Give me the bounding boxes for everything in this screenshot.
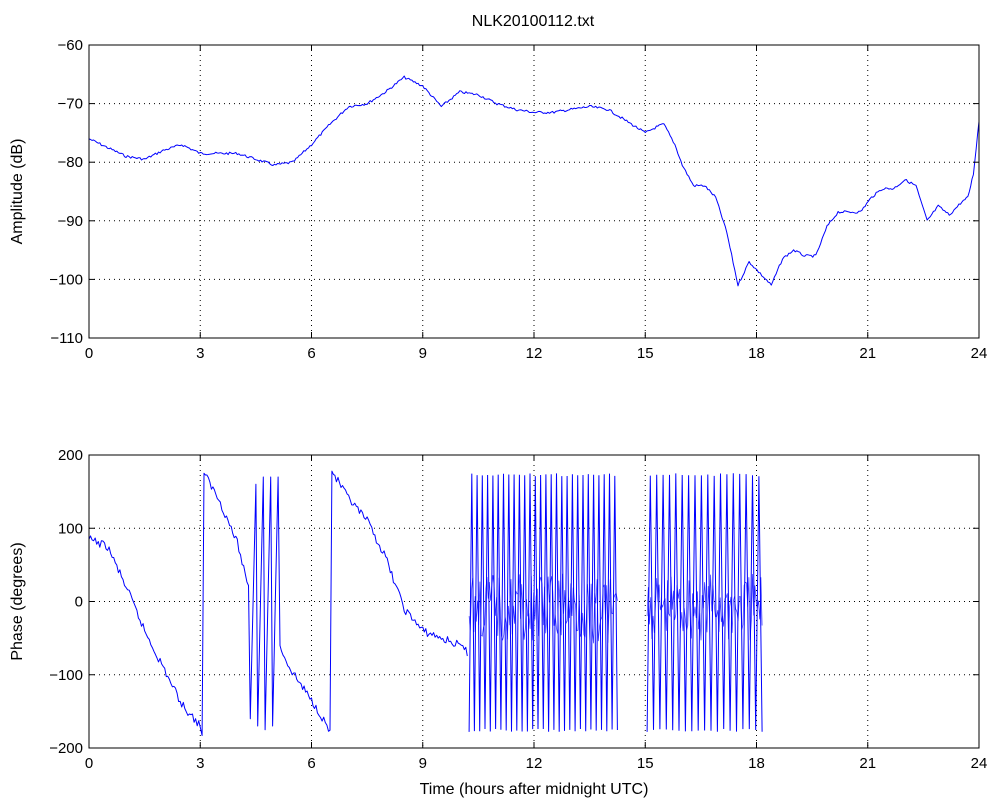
- y-tick-label: 100: [58, 520, 83, 537]
- y-tick-label: −90: [58, 213, 83, 230]
- x-tick-label: 15: [637, 345, 654, 362]
- oscillation-noise-1: [646, 573, 763, 641]
- amplitude-panel: 0 3 6 9 12 15 18 21 24 −60 −70 −80 −90 −100 −110 Amplit…: [9, 37, 987, 362]
- x-tick-label: 3: [196, 755, 204, 772]
- y-tick-label: −100: [49, 271, 83, 288]
- x-tick-label: 18: [748, 345, 765, 362]
- x-tick-label: 0: [85, 755, 93, 772]
- y-axis-label: Amplitude (dB): [9, 139, 26, 245]
- x-tick-label: 24: [971, 345, 988, 362]
- oscillation-band-1: [646, 473, 763, 732]
- y-tick-label: −80: [58, 154, 83, 171]
- series-line-0: [89, 470, 468, 736]
- oscillation-noise-0: [468, 573, 618, 644]
- y-tick-label: −70: [58, 96, 83, 113]
- x-tick-label: 15: [637, 755, 654, 772]
- x-tick-label: 6: [307, 345, 315, 362]
- plot-area: [89, 45, 979, 338]
- y-axis-label: Phase (degrees): [9, 542, 26, 660]
- y-tick-label: −200: [49, 740, 83, 757]
- y-tick-label: 200: [58, 447, 83, 464]
- x-tick-label: 6: [307, 755, 315, 772]
- y-tick-label: −110: [50, 330, 83, 347]
- oscillation-band-0: [468, 473, 618, 732]
- x-tick-label: 21: [859, 345, 876, 362]
- x-axis-label: Time (hours after midnight UTC): [420, 781, 649, 798]
- series-group: [89, 470, 763, 736]
- x-tick-label: 12: [526, 755, 543, 772]
- x-tick-label: 12: [526, 345, 543, 362]
- series-line-0: [89, 75, 979, 287]
- phase-panel: 0 3 6 9 12 15 18 21 24 200 100 0 −100 −200 Phase (degr…: [9, 447, 987, 798]
- x-tick-label: 24: [971, 755, 988, 772]
- y-tick-label: −60: [58, 37, 83, 54]
- y-tick-label: −100: [49, 667, 83, 684]
- x-tick-label: 18: [748, 755, 765, 772]
- x-tick-label: 21: [859, 755, 876, 772]
- x-tick-label: 3: [196, 345, 204, 362]
- x-tick-label: 9: [419, 345, 427, 362]
- y-tick-label: 0: [75, 594, 83, 611]
- x-tick-label: 9: [419, 755, 427, 772]
- figure-title: NLK20100112.txt: [472, 13, 595, 30]
- series-group: [89, 75, 979, 287]
- x-tick-label: 0: [85, 345, 93, 362]
